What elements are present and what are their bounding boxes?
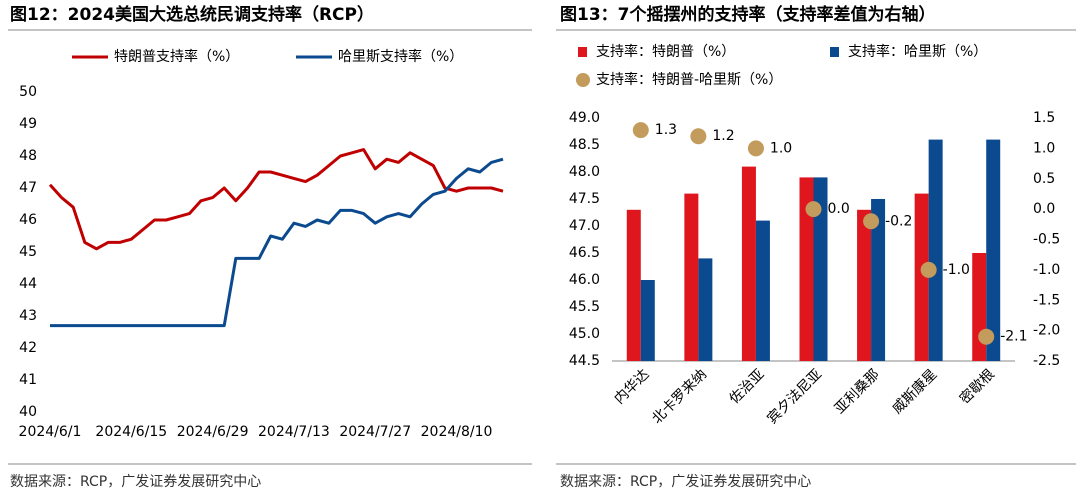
y-tick-label: 40 [19,404,37,420]
legend-swatch [830,47,839,57]
x-tick-label: 2024/6/1 [19,424,82,440]
y2-tick-label: 1.0 [1033,140,1055,156]
x-tick-label: 宾夕法尼亚 [764,366,825,427]
x-tick-label: 亚利桑那 [832,366,883,417]
value-label: -1.0 [943,262,970,278]
y2-tick-label: -2.5 [1033,353,1060,369]
y-tick-label: 45 [19,244,37,260]
source: 数据来源：RCP，广发证券发展研究中心 [560,474,811,490]
legend-label: 支持率：哈里斯（%） [848,43,987,60]
y-tick-label: 43 [19,308,37,324]
bar [640,280,655,361]
legend-label: 支持率：特朗普（%） [596,43,735,60]
y-tick-label: 47.5 [569,191,600,207]
bar [928,139,943,361]
y-tick-label: 50 [19,84,37,100]
value-label: 1.0 [770,140,792,156]
x-tick-label: 2024/6/29 [177,424,249,440]
y-tick-label: 44 [19,276,37,292]
y-tick-label: 48.0 [569,164,600,180]
y2-tick-label: 0.0 [1033,201,1055,217]
value-label: 0.0 [828,201,850,217]
y-tick-label: 49 [19,116,37,132]
legend-label: 支持率：特朗普-哈里斯（%） [596,71,782,88]
legend-label: 哈里斯支持率（%） [338,48,463,65]
bar [626,209,641,361]
x-tick-label: 2024/8/10 [421,424,493,440]
x-tick-label: 内华达 [611,366,652,407]
y-tick-label: 46.5 [569,245,600,261]
bar [799,177,814,361]
y-tick-label: 49.0 [569,110,600,126]
bar [986,139,1001,361]
legend-label: 特朗普支持率（%） [114,48,239,65]
bar [741,166,756,361]
dot [805,201,822,218]
y2-tick-label: -1.5 [1033,292,1060,308]
value-label: -0.2 [885,213,912,229]
y2-tick-label: 1.5 [1033,110,1055,126]
y-tick-label: 48 [19,148,37,164]
chart-title: 图12：2024美国大选总统民调支持率（RCP） [10,4,374,25]
source: 数据来源：RCP，广发证券发展研究中心 [10,474,261,490]
y2-tick-label: 0.5 [1033,171,1055,187]
x-tick-label: 2024/7/13 [258,424,330,440]
y-tick-label: 45.0 [569,326,600,342]
bar [972,253,987,361]
dot [632,122,649,139]
bar [871,199,886,361]
y-tick-label: 46.0 [569,272,600,288]
y2-tick-label: -2.0 [1033,323,1060,339]
bar [755,220,770,361]
dot [690,128,707,145]
value-label: -2.1 [1000,329,1027,345]
x-tick-label: 2024/6/15 [95,424,167,440]
bar [914,193,929,361]
bar [813,177,828,361]
y-tick-label: 48.5 [569,137,600,153]
x-tick-label: 威斯康星 [889,366,941,418]
dot [863,213,880,230]
x-tick-label: 密歇根 [956,366,998,408]
bar [698,258,713,361]
bar [857,209,872,361]
dot [978,328,995,345]
line-series [48,148,504,251]
x-tick-label: 佐治亚 [727,366,768,407]
y-tick-label: 47 [19,180,37,196]
legend-swatch [578,47,587,57]
dot [747,140,764,157]
x-tick-label: 北卡罗来纳 [649,366,710,427]
y-tick-label: 44.5 [569,353,600,369]
chart-title: 图13：7个摇摆州的支持率（支持率差值为右轴） [560,4,936,25]
y-tick-label: 42 [19,340,37,356]
y-tick-label: 45.5 [569,299,600,315]
legend-swatch [576,73,590,87]
y-tick-label: 47.0 [569,218,600,234]
bar [684,193,699,361]
y2-tick-label: -1.0 [1033,262,1060,278]
value-label: 1.3 [655,122,677,138]
value-label: 1.2 [712,128,734,144]
x-tick-label: 2024/7/27 [339,424,411,440]
y-tick-label: 41 [19,372,37,388]
y2-tick-label: -0.5 [1033,232,1060,248]
y-tick-label: 46 [19,212,37,228]
dot [920,261,937,278]
line-series [50,157,504,328]
